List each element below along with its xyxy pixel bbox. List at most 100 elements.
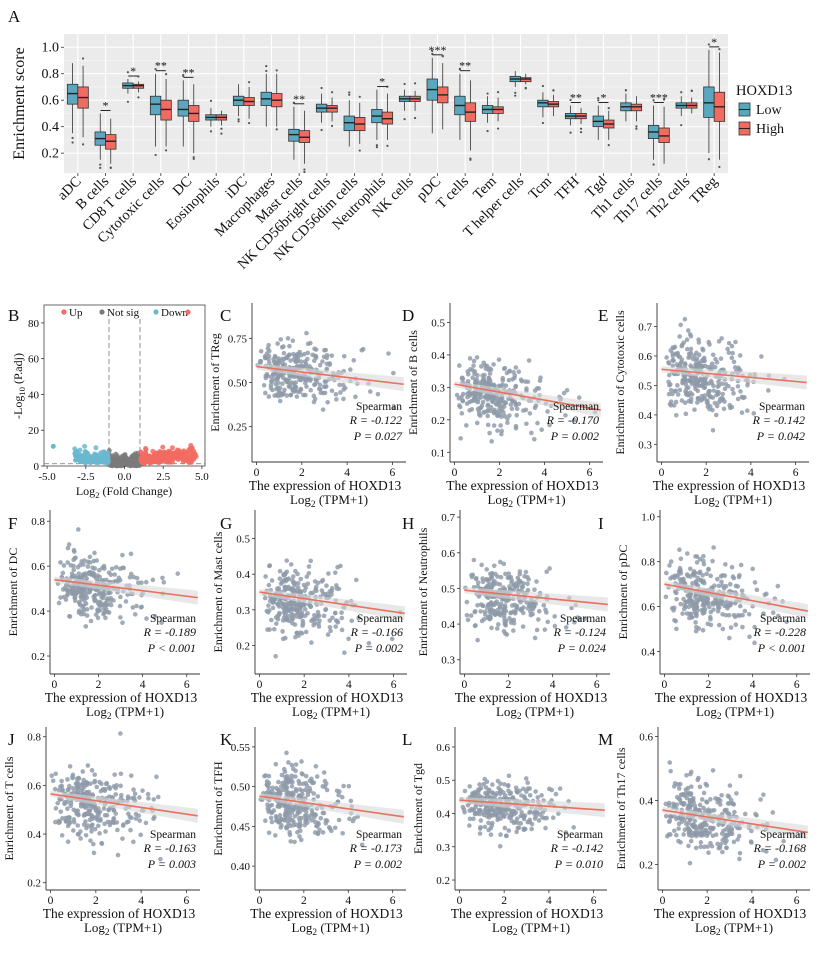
point-up <box>171 454 177 460</box>
x-axis-unit-tail: (TPM+1) <box>522 704 574 719</box>
legend-dot <box>99 309 105 315</box>
scatter-point <box>151 816 156 822</box>
box-outlier <box>690 89 693 92</box>
scatter-point <box>730 386 735 392</box>
scatter-point <box>287 832 293 838</box>
scatter-point <box>471 358 477 364</box>
scatter-point <box>490 790 495 795</box>
scatter-point <box>730 801 735 806</box>
scatter-point <box>132 791 138 796</box>
y-tick-label: 0.8 <box>31 516 45 528</box>
scatter-point <box>688 333 694 339</box>
point-up <box>160 444 166 450</box>
scatter-point <box>98 818 103 823</box>
point-up <box>138 449 144 455</box>
scatter-point <box>688 798 694 804</box>
scatter-point <box>487 609 492 615</box>
box-outlier <box>182 73 185 77</box>
scatter-point <box>678 322 684 328</box>
box-outlier <box>413 82 417 85</box>
scatter-point <box>324 787 330 793</box>
scatter-point <box>465 617 471 623</box>
panel-label-m: M <box>598 730 613 749</box>
scatter-point <box>708 364 714 369</box>
scatter-point <box>315 794 321 799</box>
panel-label-a: A <box>8 7 21 26</box>
scatter-point <box>79 788 84 793</box>
scatter-point <box>120 823 126 828</box>
y-tick-label: 0.4 <box>641 647 655 659</box>
scatter-point <box>482 824 488 830</box>
scatter-point <box>547 422 552 428</box>
scatter-point <box>309 776 314 782</box>
scatter-point <box>150 577 156 583</box>
scatter-point <box>544 569 549 575</box>
scatter-point <box>293 384 299 390</box>
scatter-point <box>281 344 286 349</box>
scatter-point <box>293 603 298 608</box>
point-up <box>180 459 186 465</box>
box-outlier <box>320 86 323 90</box>
stat-p-text: P = 0.002 <box>757 857 806 871</box>
scatter-point <box>284 616 289 621</box>
y-tick-label: 0.3 <box>436 842 450 854</box>
box-outlier <box>486 129 489 133</box>
stat-r-text: R = -0.168 <box>753 841 806 855</box>
x-axis-unit-tail: (TPM+1) <box>316 492 368 507</box>
scatter-point <box>71 807 77 813</box>
scatter-point <box>731 575 737 581</box>
scatter-point <box>274 392 279 398</box>
point-notsig <box>131 462 137 468</box>
scatter-point <box>291 819 296 824</box>
scatter-point <box>332 825 338 831</box>
scatter-point <box>701 580 707 586</box>
scatter-point <box>341 396 346 402</box>
x-axis-title-sub: 2 <box>95 490 99 500</box>
scatter-point <box>477 831 483 836</box>
scatter-point <box>523 776 529 781</box>
scatter-point <box>454 392 460 398</box>
scatter-point <box>302 359 308 364</box>
scatter-point <box>269 819 275 825</box>
scatter-point <box>708 797 713 802</box>
scatter-point <box>742 608 748 614</box>
scatter-point <box>696 570 702 576</box>
scatter-point <box>697 802 703 808</box>
scatter-point <box>731 391 736 396</box>
scatter-point <box>731 359 737 365</box>
significance-label: *** <box>650 90 668 104</box>
scatter-point <box>288 358 293 363</box>
scatter-point <box>765 388 771 393</box>
scatter-point <box>710 558 715 564</box>
scatter-point <box>360 346 366 352</box>
panel-label-c: C <box>220 306 231 325</box>
stat-method: Spearman <box>356 829 402 841</box>
box-outlier <box>496 90 500 94</box>
scatter-point <box>723 562 728 567</box>
scatter-point <box>269 810 274 816</box>
scatter-point <box>321 770 327 775</box>
scatter-point <box>65 545 71 551</box>
scatter-point <box>115 827 120 833</box>
scatter-point <box>342 385 348 391</box>
scatter-point <box>694 833 699 839</box>
scatter-point <box>677 334 682 339</box>
scatter-point <box>87 817 93 823</box>
scatter-point <box>503 571 508 577</box>
scatter-point <box>95 615 101 621</box>
scatter-point <box>523 407 529 413</box>
box-outlier <box>718 165 721 169</box>
scatter-point <box>693 628 699 634</box>
box-outlier <box>375 145 379 149</box>
legend-title: HOXD13 <box>736 83 792 99</box>
y-tick-label: 0.6 <box>31 561 45 573</box>
scatter-point <box>497 791 503 797</box>
scatter-point <box>737 856 742 862</box>
scatter-point <box>671 358 676 363</box>
scatter-point <box>284 393 290 398</box>
scatter-point <box>561 390 567 396</box>
box-outlier <box>320 128 323 132</box>
scatter-point <box>686 604 692 610</box>
scatter-point <box>536 386 542 391</box>
